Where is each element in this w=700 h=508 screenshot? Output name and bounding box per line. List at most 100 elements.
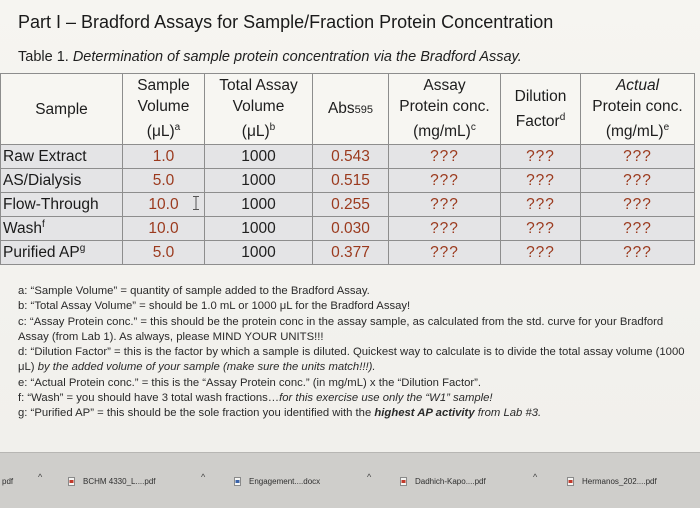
cell-assay-conc: ??? <box>388 168 501 193</box>
cell-assay-conc: ??? <box>388 216 501 241</box>
cell-total-volume: 1000 <box>204 168 313 193</box>
table-row: Purified APg 5.0 1000 0.377 ??? ??? ??? <box>0 240 695 265</box>
footnote-d-text: d: “Dilution Factor” = this is the facto… <box>18 346 685 374</box>
cell-dilution-factor: ??? <box>500 240 581 265</box>
footnote-marker: b <box>269 122 276 134</box>
chevron-up-icon[interactable]: ^ <box>367 472 372 482</box>
pdf-file-icon <box>567 476 574 486</box>
table-caption: Table 1. Determination of sample protein… <box>18 49 522 65</box>
header-line: Protein conc. <box>399 98 490 116</box>
footnote-marker: g <box>79 242 86 254</box>
footnotes: a: “Sample Volume” = quantity of sample … <box>18 284 690 422</box>
footnote-marker: a <box>174 122 181 134</box>
sample-name: AS/Dialysis <box>3 172 82 190</box>
table-row: AS/Dialysis 5.0 1000 0.515 ??? ??? ??? <box>0 168 695 193</box>
download-item[interactable]: BCHM 4330_L....pdf <box>68 473 155 489</box>
header-line: Abs595 <box>327 99 374 117</box>
footnote-g-end: from Lab #3. <box>474 407 542 420</box>
cell-actual-conc: ??? <box>580 192 695 217</box>
header-unit: Factor <box>515 113 560 131</box>
cell-total-volume: 1000 <box>204 192 313 217</box>
header-unit: (μL) <box>146 123 175 141</box>
cell-abs595: 0.255 <box>312 192 389 217</box>
download-filename: pdf <box>2 476 14 486</box>
cell-assay-conc: ??? <box>388 144 501 169</box>
sample-name: Purified AP <box>3 244 80 262</box>
download-filename: BCHM 4330_L....pdf <box>83 476 156 486</box>
download-item[interactable]: Dadhich-Kapo....pdf <box>400 473 486 489</box>
docx-file-icon <box>234 476 241 486</box>
cell-sample: Raw Extract <box>0 144 123 169</box>
sample-name: Raw Extract <box>3 148 87 166</box>
document-page: Part I – Bradford Assays for Sample/Frac… <box>0 0 700 452</box>
footnote-marker: d <box>559 111 566 123</box>
header-sample: Sample <box>0 73 123 145</box>
chevron-up-icon[interactable]: ^ <box>38 472 43 482</box>
cell-sample-volume: 5.0 <box>122 240 205 265</box>
page-title: Part I – Bradford Assays for Sample/Frac… <box>18 12 554 32</box>
cell-sample-volume: 10.0 <box>122 216 205 241</box>
cell-sample: Flow-Through <box>0 192 123 217</box>
footnote-g-text: g: “Purified AP” = this should be the so… <box>18 407 375 420</box>
header-unit: (mg/mL) <box>413 123 471 141</box>
footnote-a: a: “Sample Volume” = quantity of sample … <box>18 285 370 297</box>
header-line-unit: (mg/mL)c <box>389 117 500 142</box>
cell-total-volume: 1000 <box>204 240 313 265</box>
cell-abs595: 0.543 <box>312 144 389 169</box>
cell-abs595: 0.515 <box>312 168 389 193</box>
footnote-marker: f <box>42 218 45 230</box>
downloads-bar: pdf ^ BCHM 4330_L....pdf ^ Engagement...… <box>0 452 700 508</box>
cell-actual-conc: ??? <box>580 216 695 241</box>
footnote-c: c: “Assay Protein conc.” = this should b… <box>18 315 664 343</box>
chevron-up-icon[interactable]: ^ <box>201 472 206 482</box>
cell-dilution-factor: ??? <box>500 192 581 217</box>
header-line-unit: (mg/mL)e <box>581 117 694 142</box>
footnote-f: f: “Wash” = you should have 3 total wash… <box>18 391 690 406</box>
header-line: Dilution <box>514 87 567 105</box>
cell-dilution-factor: ??? <box>500 144 581 169</box>
header-line: Actual <box>615 77 660 95</box>
footnote-d-emphasis: by the added volume of your sample (make… <box>37 361 376 374</box>
download-filename: Hermanos_202....pdf <box>582 476 657 486</box>
table-row: Washf 10.0 1000 0.030 ??? ??? ??? <box>0 216 695 241</box>
header-line: Assay <box>423 77 466 95</box>
cell-actual-conc: ??? <box>580 240 695 265</box>
header-assay-protein-conc: Assay Protein conc. (mg/mL)c <box>388 73 501 145</box>
download-item[interactable]: Engagement....docx <box>234 473 320 489</box>
bradford-table: Sample Sample Volume (μL)a Total Assay V… <box>0 73 695 265</box>
pdf-file-icon <box>400 476 407 486</box>
footnote-marker: c <box>470 122 476 134</box>
header-line: Sample <box>137 77 190 95</box>
download-item[interactable]: pdf <box>2 473 13 489</box>
header-unit: (mg/mL) <box>605 123 664 141</box>
header-line-unit: (μL)a <box>123 117 204 142</box>
cell-sample-volume: 1.0 <box>122 144 205 169</box>
table-caption-label: Table 1. <box>18 49 69 65</box>
download-item[interactable]: Hermanos_202....pdf <box>567 473 657 489</box>
header-line-unit: (μL)b <box>205 117 312 142</box>
footnote-marker: e <box>663 122 670 134</box>
cell-assay-conc: ??? <box>388 192 501 217</box>
header-line: Protein conc. <box>592 98 683 116</box>
cell-sample: AS/Dialysis <box>0 168 123 193</box>
footnote-g: g: “Purified AP” = this should be the so… <box>18 406 690 421</box>
chevron-up-icon[interactable]: ^ <box>533 472 538 482</box>
cell-sample: Purified APg <box>0 240 123 265</box>
footnote-d: d: “Dilution Factor” = this is the facto… <box>18 345 690 376</box>
table-row: Raw Extract 1.0 1000 0.543 ??? ??? ??? <box>0 144 695 169</box>
cell-dilution-factor: ??? <box>500 168 581 193</box>
cell-sample: Washf <box>0 216 123 241</box>
header-line: Sample <box>35 100 88 118</box>
cell-total-volume: 1000 <box>204 216 313 241</box>
cell-abs595: 0.030 <box>312 216 389 241</box>
cell-abs595: 0.377 <box>312 240 389 265</box>
sample-name: Flow-Through <box>3 196 99 214</box>
header-dilution-factor: Dilution Factord <box>500 73 581 145</box>
header-line: Total Assay <box>219 77 298 95</box>
footnote-e: e: “Actual Protein conc.” = this is the … <box>18 376 482 389</box>
footnote-f-emphasis: for this exercise use only the “W1” samp… <box>279 392 493 405</box>
table-row: Flow-Through 10.0 1000 0.255 ??? ??? ??? <box>0 192 695 217</box>
cell-assay-conc: ??? <box>388 240 501 265</box>
cell-total-volume: 1000 <box>204 144 313 169</box>
cell-sample-volume: 10.0 <box>122 192 205 217</box>
